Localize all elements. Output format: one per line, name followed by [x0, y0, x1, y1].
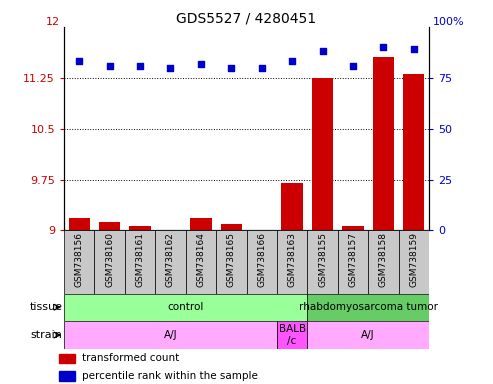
Point	[75, 58, 83, 65]
Bar	[251, 230, 272, 384]
Text: control: control	[168, 302, 204, 312]
Point	[288, 58, 296, 65]
Point	[258, 65, 266, 71]
Text: tissue: tissue	[30, 302, 63, 312]
Bar	[160, 230, 181, 384]
Point	[106, 63, 113, 69]
Bar	[398, 230, 429, 294]
Bar	[155, 230, 186, 294]
Bar	[307, 230, 338, 294]
Bar	[59, 371, 75, 381]
Point	[380, 44, 387, 50]
Bar	[216, 230, 246, 294]
Point	[167, 65, 175, 71]
Text: BALB
/c: BALB /c	[279, 324, 306, 346]
Bar	[130, 226, 151, 384]
Text: GSM738155: GSM738155	[318, 232, 327, 287]
Point	[349, 63, 357, 69]
Bar	[246, 230, 277, 294]
Point	[136, 63, 144, 69]
Text: GSM738158: GSM738158	[379, 232, 388, 287]
Bar	[368, 230, 398, 294]
Bar	[403, 74, 424, 384]
Text: transformed count: transformed count	[82, 353, 179, 363]
Text: GSM738160: GSM738160	[105, 232, 114, 287]
Bar	[64, 321, 277, 349]
Bar	[338, 230, 368, 294]
Bar	[307, 294, 429, 321]
Text: 100%: 100%	[432, 17, 464, 27]
Text: GSM738156: GSM738156	[75, 232, 84, 287]
Bar	[307, 321, 429, 349]
Point	[227, 65, 235, 71]
Point	[410, 46, 418, 52]
Bar	[64, 230, 95, 294]
Bar	[342, 226, 363, 384]
Bar	[190, 218, 211, 384]
Bar	[221, 223, 242, 384]
Text: GSM738166: GSM738166	[257, 232, 266, 287]
Text: GSM738162: GSM738162	[166, 232, 175, 287]
Bar	[282, 183, 303, 384]
Bar	[277, 230, 307, 294]
Bar	[312, 78, 333, 384]
Point	[318, 48, 326, 55]
Bar	[64, 294, 307, 321]
Bar	[186, 230, 216, 294]
Text: rhabdomyosarcoma tumor: rhabdomyosarcoma tumor	[299, 302, 438, 312]
Title: GDS5527 / 4280451: GDS5527 / 4280451	[176, 12, 317, 26]
Bar	[373, 58, 394, 384]
Text: percentile rank within the sample: percentile rank within the sample	[82, 371, 258, 381]
Text: 12: 12	[46, 17, 61, 27]
Text: GSM738165: GSM738165	[227, 232, 236, 287]
Bar	[95, 230, 125, 294]
Text: A/J: A/J	[361, 330, 375, 340]
Point	[197, 60, 205, 66]
Text: strain: strain	[31, 330, 63, 340]
Bar	[69, 218, 90, 384]
Text: GSM738161: GSM738161	[136, 232, 144, 287]
Text: GSM738159: GSM738159	[409, 232, 418, 287]
Bar	[125, 230, 155, 294]
Text: A/J: A/J	[164, 330, 177, 340]
Bar	[99, 222, 120, 384]
Text: GSM738157: GSM738157	[349, 232, 357, 287]
Text: GSM738164: GSM738164	[196, 232, 206, 287]
Bar	[59, 354, 75, 363]
Bar	[277, 321, 307, 349]
Text: GSM738163: GSM738163	[287, 232, 297, 287]
